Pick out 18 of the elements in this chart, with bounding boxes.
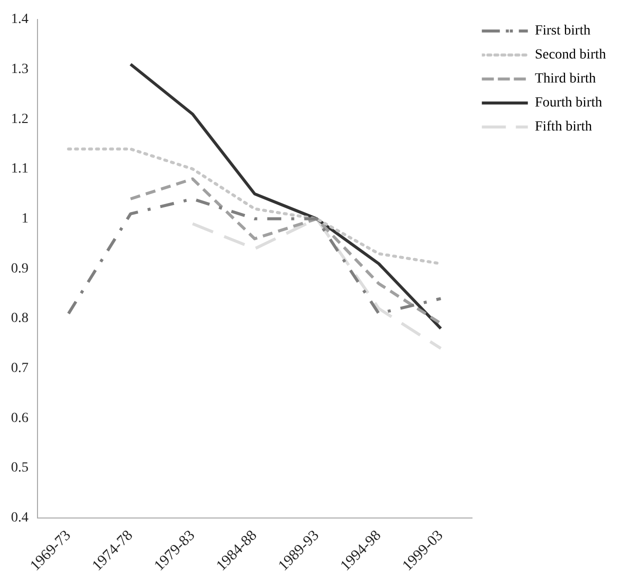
- legend-label: Second birth: [534, 48, 606, 63]
- y-tick-label: 1: [22, 211, 28, 226]
- legend-label: First birth: [534, 24, 590, 39]
- y-tick-label: 0.6: [11, 410, 28, 426]
- line-series: [129, 177, 442, 325]
- y-tick-label: 0.4: [11, 510, 28, 526]
- legend-label: Fifth birth: [534, 120, 592, 135]
- y-tick-label: 0.5: [11, 460, 28, 476]
- y-tick-label: 1.4: [11, 12, 28, 28]
- line-series: [67, 197, 442, 316]
- y-tick-label: 1.3: [11, 62, 28, 77]
- legend-label: Third birth: [534, 72, 596, 87]
- y-tick-label: 1.2: [11, 112, 28, 127]
- y-tick-label: 1.1: [11, 162, 28, 177]
- legend-label: Fourth birth: [534, 96, 602, 111]
- y-tick-label: 0.9: [11, 261, 28, 276]
- y-tick-label: 0.8: [11, 311, 28, 326]
- y-tick-label: 0.7: [11, 361, 28, 376]
